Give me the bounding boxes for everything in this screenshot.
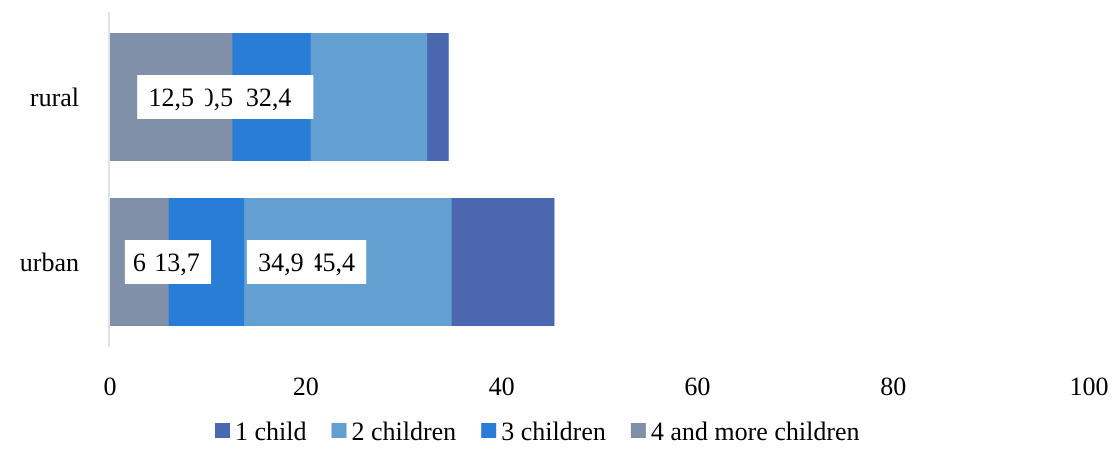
x-tick-label: 20 <box>293 372 319 401</box>
category-label-urban: urban <box>20 248 79 277</box>
data-label-text: 34,9 <box>258 248 304 277</box>
category-label-rural: rural <box>30 83 79 112</box>
x-tick-label: 80 <box>880 372 906 401</box>
legend-item-3: 3 children <box>481 417 606 446</box>
data-label-text: 32,4 <box>246 83 292 112</box>
data-label-rural-4: 12,5 <box>137 75 206 119</box>
data-label-box <box>234 75 303 119</box>
axis-layer: rural urban 0 20 40 60 80 100 <box>20 12 1109 401</box>
data-label-urban-4: 6 <box>124 240 154 284</box>
x-tick-label: 100 <box>1070 372 1109 401</box>
legend-label: 2 children <box>352 417 457 446</box>
data-label-text: 13,7 <box>154 248 200 277</box>
legend-label: 1 child <box>235 417 307 446</box>
legend-swatch <box>215 423 230 438</box>
data-label-text: 12,5 <box>148 83 194 112</box>
legend-label: 4 and more children <box>651 417 860 446</box>
x-tick-label: 0 <box>104 372 117 401</box>
legend-swatch <box>331 423 347 438</box>
x-tick-label: 60 <box>684 372 710 401</box>
data-label-urban-2: 34,9 <box>246 240 315 284</box>
legend: 1 child 2 children 3 children 4 and more ch… <box>215 417 860 446</box>
data-label-rural-2: 32,4 <box>234 75 303 119</box>
data-label-box <box>246 240 315 284</box>
legend-item-1: 1 child <box>215 417 307 446</box>
data-labels-layer: 34,632,420,512,545,434,913,76 <box>124 75 367 284</box>
data-label-box <box>137 75 206 119</box>
data-label-text: 6 <box>133 248 146 277</box>
data-label-box <box>124 240 154 284</box>
data-label-urban-3: 13,7 <box>143 240 212 284</box>
data-label-text: 45,4 <box>309 248 355 277</box>
legend-item-2: 2 children <box>331 417 457 446</box>
legend-label: 3 children <box>501 417 606 446</box>
x-tick-label: 40 <box>489 372 515 401</box>
legend-item-4: 4 and more children <box>630 417 860 446</box>
legend-swatch <box>481 423 497 438</box>
data-label-box <box>143 240 212 284</box>
legend-swatch <box>630 423 646 438</box>
